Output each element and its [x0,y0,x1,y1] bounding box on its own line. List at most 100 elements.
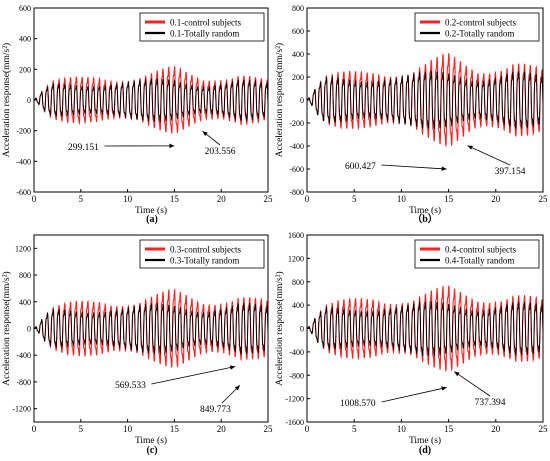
x-tick-label: 0 [32,424,37,434]
annotation-label: 299.151 [68,143,99,153]
x-tick-label: 0 [305,424,310,434]
y-axis-label: Acceleration response(mm/s²) [1,271,12,385]
legend-label-1: 0.3-control subjects [170,245,241,255]
y-tick-label: -400 [16,351,31,360]
annotation-2: 737.394 [454,371,506,408]
annotation-arrow-head [441,166,447,171]
y-axis-label: Acceleration response(mm/s²) [274,271,285,385]
x-tick-label: 25 [539,194,549,204]
x-axis-label: Time (s) [135,435,167,446]
x-tick-label: 10 [397,424,407,434]
series-line-2 [307,70,543,131]
x-tick-label: 5 [352,424,357,434]
x-tick-label: 25 [539,424,549,434]
y-tick-label: -800 [16,378,31,387]
x-tick-label: 5 [352,194,357,204]
x-tick-label: 5 [79,194,84,204]
plot-area [34,65,268,134]
y-tick-label: -400 [16,157,31,166]
series-line-1 [307,52,543,147]
y-tick-label: 0 [27,325,31,334]
y-tick-label: 800 [292,4,304,13]
annotation-2: 849.773 [200,384,241,415]
x-tick-label: 0 [305,194,310,204]
legend-label-2: 0.1-Totally random [170,29,239,39]
y-tick-label: 200 [292,73,304,82]
annotation-1: 600.427 [345,162,447,172]
y-tick-label: 0 [300,325,304,334]
series-line-2 [34,302,268,356]
x-tick-label: 25 [264,194,274,204]
annotation-arrow-head [454,371,460,377]
annotation-label: 397.154 [495,167,526,177]
legend-box [139,12,265,42]
annotation-label: 1008.570 [340,399,376,409]
legend-label-2: 0.4-Totally random [445,256,514,266]
legend-label-1: 0.4-control subjects [445,245,516,255]
panel-label: (a) [146,214,158,225]
panel-label: （b） [412,212,438,225]
y-tick-label: -400 [289,348,304,357]
annotation-label: 600.427 [345,162,376,172]
annotation-2: 203.556 [202,130,236,157]
legend-label-2: 0.2-Totally random [445,29,514,39]
annotation-arrow-head [229,365,236,370]
x-tick-label: 20 [217,424,227,434]
y-tick-label: 400 [19,35,31,44]
y-tick-label: -800 [289,371,304,380]
legend-box [414,12,540,42]
y-tick-label: -600 [16,188,31,197]
x-tick-label: 20 [217,194,227,204]
plot-area [307,285,543,372]
x-tick-label: 0 [32,194,37,204]
annotation-arrow-line [381,164,447,170]
annotation-arrow-head [467,145,473,150]
y-tick-label: -600 [289,165,304,174]
y-tick-label: 600 [292,27,304,36]
chart-panel-2: 0 5 10 15 20 25 -800 -600 -400 -200 0 200 400 600 800 T… [274,4,548,225]
annotation-arrow-line [467,145,511,166]
x-tick-label: 10 [123,424,133,434]
y-tick-label: 400 [292,301,304,310]
plot-area [34,288,268,368]
y-tick-label: 0 [27,96,31,105]
y-tick-label: -1200 [285,395,304,404]
panel-label: (d) [419,445,431,456]
x-tick-label: 10 [123,194,133,204]
y-tick-label: 1200 [15,244,31,253]
chart-panel-3: 0 5 10 15 20 25 -1200 -800 -400 0 400 800 1200 Time (… [1,234,274,456]
y-tick-label: -800 [289,188,304,197]
legend-label-2: 0.3-Totally random [170,256,239,266]
annotation-1: 299.151 [68,143,175,153]
annotation-arrow-head [202,131,208,137]
x-tick-label: 10 [397,194,407,204]
x-tick-label: 25 [264,424,274,434]
x-tick-label: 20 [491,424,501,434]
x-tick-label: 20 [491,194,501,204]
annotation-label: 737.394 [475,398,506,408]
annotation-arrow-line [381,387,447,403]
x-tick-label: 15 [444,424,454,434]
chart-panel-4: 0 5 10 15 20 25 -1600 -1200 -800 -400 0 400 800 1200 1… [274,231,548,456]
y-tick-label: 800 [19,271,31,280]
y-tick-label: -200 [289,119,304,128]
x-axis-label: Time (s) [135,205,167,216]
legend-label-1: 0.2-control subjects [445,18,516,28]
annotation-2: 397.154 [467,145,526,177]
y-tick-label: -200 [16,127,31,136]
annotation-label: 849.773 [200,405,231,415]
panel-label: (c) [146,445,157,456]
series-line-2 [34,78,268,123]
y-axis-label: Acceleration response(mm/s²) [1,43,12,157]
y-tick-label: 600 [19,4,31,13]
y-tick-label: -1200 [12,405,31,414]
annotation-arrow-line [454,371,491,397]
y-tick-label: 800 [292,278,304,287]
legend-box [139,239,265,269]
plot-area [307,52,543,147]
y-tick-label: 200 [19,65,31,74]
x-axis-label: Time (s) [409,205,441,216]
